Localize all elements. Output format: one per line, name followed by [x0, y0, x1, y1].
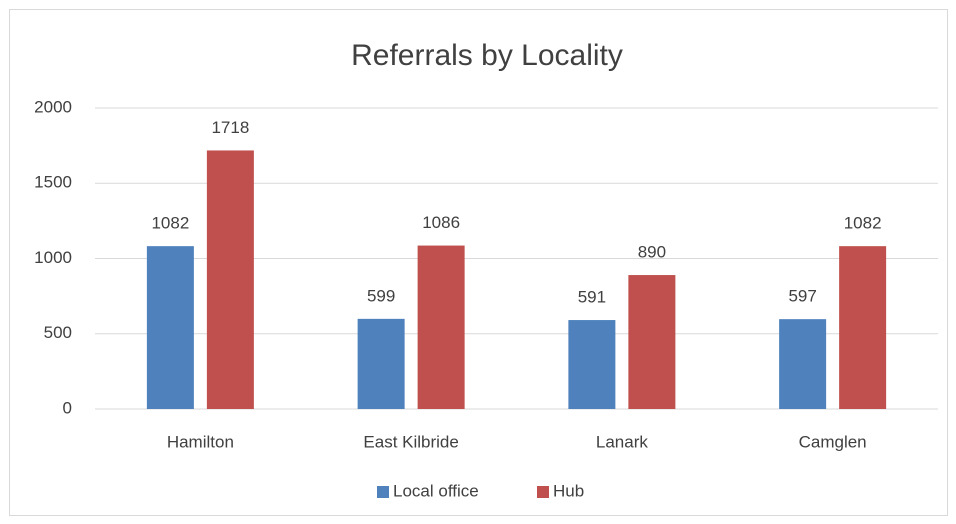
chart-title: Referrals by Locality — [351, 39, 623, 72]
bar — [206, 150, 254, 410]
bar — [417, 245, 465, 409]
x-tick-label: Camglen — [799, 432, 867, 451]
data-label: 1082 — [151, 214, 189, 233]
bar — [839, 246, 887, 409]
legend-label: Local office — [393, 481, 479, 500]
y-tick-label: 1500 — [34, 173, 72, 192]
bar — [568, 320, 616, 409]
y-tick-label: 0 — [63, 398, 72, 417]
data-label: 591 — [578, 288, 606, 307]
y-tick-label: 1000 — [34, 248, 72, 267]
x-tick-label: East Kilbride — [363, 432, 458, 451]
data-label: 1086 — [422, 213, 460, 232]
data-label: 890 — [638, 243, 666, 262]
x-tick-label: Lanark — [596, 432, 648, 451]
legend-swatch — [377, 486, 389, 498]
data-label: 599 — [367, 286, 395, 305]
data-label: 597 — [788, 287, 816, 306]
legend-swatch — [537, 486, 549, 498]
x-tick-label: Hamilton — [167, 432, 234, 451]
bar — [357, 318, 405, 409]
bar — [146, 246, 194, 409]
data-label: 1718 — [211, 118, 249, 137]
data-label: 1082 — [844, 214, 882, 233]
bar — [628, 275, 676, 409]
y-tick-label: 500 — [44, 323, 72, 342]
y-tick-label: 2000 — [34, 97, 72, 116]
legend-label: Hub — [553, 481, 584, 500]
bar — [779, 319, 827, 409]
